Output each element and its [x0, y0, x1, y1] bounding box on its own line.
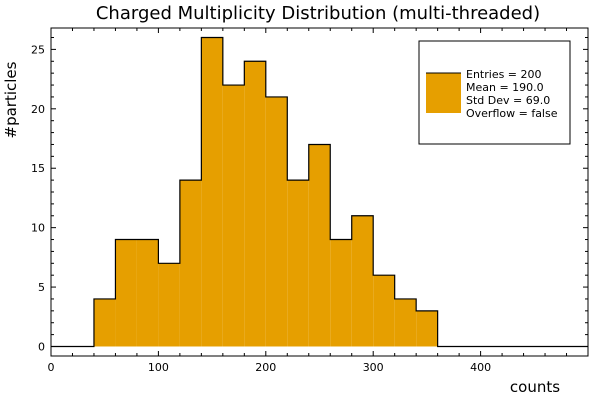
chart-title: Charged Multiplicity Distribution (multi… — [96, 3, 540, 24]
x-axis-ticks: 0 100 200 300 400 — [48, 28, 589, 374]
y-axis-ticks: 0 5 10 15 20 25 — [31, 37, 588, 353]
histogram-outline — [51, 36, 588, 348]
legend: Entries = 200 Mean = 190.0 Std Dev = 69.… — [418, 40, 571, 145]
histogram-bar — [416, 310, 438, 347]
y-tick-label: 25 — [31, 43, 45, 56]
histogram-bar — [308, 144, 331, 347]
y-tick-label: 15 — [31, 162, 45, 175]
histogram-bar — [222, 85, 245, 347]
histogram-bar — [244, 61, 266, 347]
histogram-bar — [394, 298, 417, 347]
x-tick-label: 0 — [48, 361, 55, 374]
y-tick-label: 0 — [38, 340, 45, 353]
histogram-bar — [330, 239, 352, 347]
x-tick-label: 200 — [255, 361, 276, 374]
y-tick-label: 20 — [31, 103, 45, 116]
legend-std-dev: Std Dev = 69.0 — [466, 94, 550, 107]
histogram-bar — [136, 239, 159, 347]
histogram-bar — [351, 215, 374, 347]
legend-overflow: Overflow = false — [466, 107, 558, 120]
legend-mean: Mean = 190.0 — [466, 81, 544, 94]
histogram-bar — [158, 263, 180, 347]
x-tick-label: 100 — [148, 361, 169, 374]
histogram-bar — [115, 239, 137, 347]
histogram-bar — [265, 96, 288, 347]
y-axis-label: #particles — [2, 61, 20, 138]
histogram-bar — [93, 298, 116, 347]
x-tick-label: 400 — [470, 361, 491, 374]
x-tick-label: 300 — [363, 361, 384, 374]
x-axis-label: counts — [510, 378, 560, 396]
histogram-bar — [179, 180, 202, 347]
legend-entries: Entries = 200 — [466, 68, 542, 81]
histogram-bar — [287, 180, 309, 347]
histogram-bar — [373, 275, 395, 347]
histogram-bars — [51, 36, 588, 348]
y-tick-label: 5 — [38, 281, 45, 294]
histogram-bar — [201, 37, 223, 347]
legend-swatch — [426, 73, 461, 113]
y-tick-label: 10 — [31, 222, 45, 235]
